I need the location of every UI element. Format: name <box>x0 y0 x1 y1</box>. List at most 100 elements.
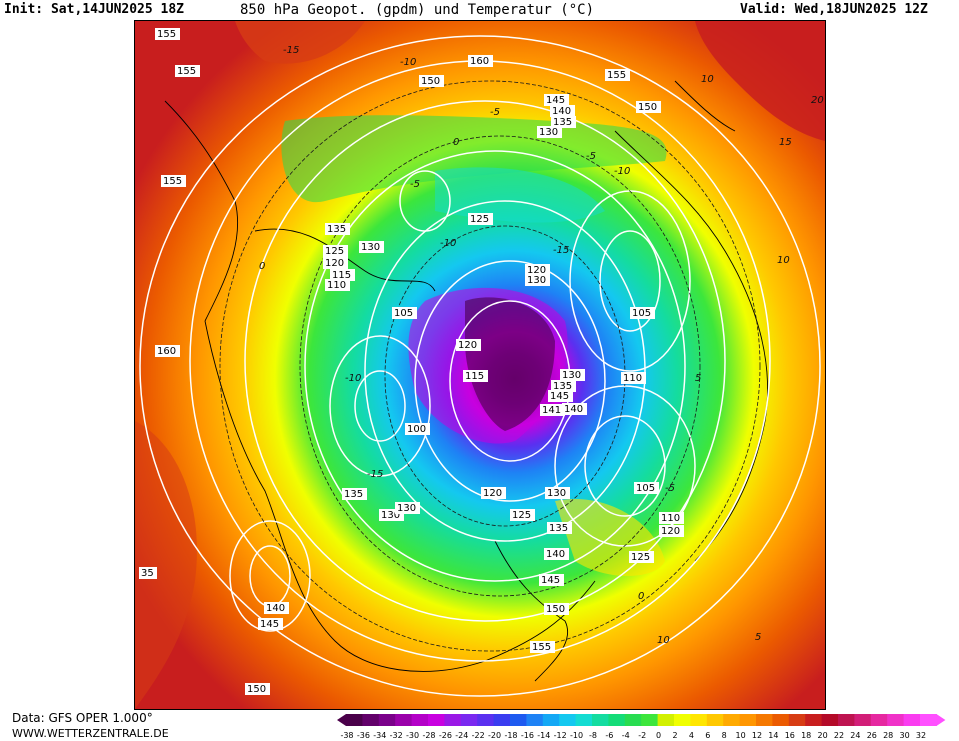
scale-tick-label: 24 <box>850 731 860 740</box>
scale-tick-label: 20 <box>818 731 828 740</box>
scale-arrow-right <box>936 714 946 726</box>
contour-label: 130 <box>539 127 558 138</box>
contour-label-bg <box>621 372 646 384</box>
contour-label: 130 <box>381 510 400 521</box>
color-swatch <box>542 714 560 726</box>
color-swatch <box>395 714 413 726</box>
scale-tick-label: -26 <box>439 731 452 740</box>
contour-label-bg <box>545 487 570 499</box>
contour-label-bg <box>325 223 350 235</box>
contour-label-bg <box>539 574 564 586</box>
contour-label-bg <box>537 126 562 138</box>
contour-label: 145 <box>550 391 569 402</box>
contour-label-bg <box>659 525 684 537</box>
contour-label-bg <box>392 307 417 319</box>
contour-label: 130 <box>562 370 581 381</box>
temperature-label: -15 <box>553 245 569 256</box>
contour-label: 110 <box>623 373 642 384</box>
color-swatch <box>526 714 544 726</box>
temperature-label: -5 <box>586 151 596 162</box>
coastlines <box>164 80 768 682</box>
color-swatch <box>723 714 741 726</box>
color-swatch <box>592 714 609 726</box>
contour-label-bg <box>325 279 350 291</box>
scale-tick-label: -36 <box>357 731 370 740</box>
contour-label-bg <box>530 641 555 653</box>
color-swatch <box>870 714 888 726</box>
contour-label-bg <box>161 175 186 187</box>
scale-tick-label: -28 <box>422 731 435 740</box>
color-scale-legend: -38 -36 -34 -32 -30 -28 -26 -24 -22 -20 -18 -16 -14-… <box>337 714 946 740</box>
temperature-labels: -15 -10 -5 0 10 15 20 -5 -10 -15 -10 -5 0 5 10 -10 -15 -5… <box>259 45 824 646</box>
temperature-label: -15 <box>283 45 299 56</box>
scale-tick-label: -4 <box>622 731 630 740</box>
contour-label-bg <box>550 105 575 117</box>
color-swatch <box>411 714 429 726</box>
contour-label: 120 <box>527 265 546 276</box>
weather-map-canvas: 1551551551601501551451401351301501551251… <box>135 21 825 709</box>
contour-label-bg <box>560 369 585 381</box>
scale-tick-label: -2 <box>638 731 646 740</box>
warm-region-w <box>135 421 197 709</box>
temperature-label: 20 <box>811 95 824 106</box>
color-swatch <box>903 714 921 726</box>
scale-tick-label: 28 <box>883 731 893 740</box>
color-swatch <box>674 714 691 726</box>
color-swatch <box>739 714 757 726</box>
contour-label: 155 <box>157 29 176 40</box>
temperature-label: -10 <box>614 166 630 177</box>
contour-label: 35 <box>141 568 154 579</box>
color-swatch <box>444 714 462 726</box>
color-scale-ticks: -38 -36 -34 -32 -30 -28 -26 -24 -22 -20 -18 -16 -14-… <box>340 731 926 740</box>
color-swatch <box>575 714 593 726</box>
color-swatch <box>559 714 577 726</box>
contour-label: 120 <box>458 340 477 351</box>
init-time: Init: Sat,14JUN2025 18Z <box>4 2 185 17</box>
contour-label: 105 <box>632 308 651 319</box>
contour-label: 110 <box>661 513 680 524</box>
contour-label: 160 <box>157 346 176 357</box>
contour-label-bg <box>456 339 481 351</box>
temperature-label: -10 <box>440 238 456 249</box>
scale-tick-label: -10 <box>570 731 583 740</box>
color-swatch <box>756 714 773 726</box>
color-swatch <box>346 714 363 726</box>
contour-label-bg <box>548 390 573 402</box>
temperature-label: 10 <box>701 74 714 85</box>
contour-label-bg <box>468 213 493 225</box>
scale-tick-label: 22 <box>834 731 844 740</box>
color-swatch <box>362 714 380 726</box>
color-swatch <box>657 714 675 726</box>
contour-label-bg <box>481 487 506 499</box>
warm-region-n <box>235 21 365 64</box>
scale-tick-label: -30 <box>406 731 419 740</box>
contour-label-bg <box>258 618 283 630</box>
scale-tick-label: -8 <box>589 731 597 740</box>
contour-label-bg <box>330 269 355 281</box>
scale-tick-label: -22 <box>472 731 485 740</box>
contour-label: 125 <box>470 214 489 225</box>
scale-tick-label: 12 <box>752 731 762 740</box>
scale-tick-label: 30 <box>900 731 910 740</box>
contour-label: 115 <box>332 270 351 281</box>
contour-label: 135 <box>553 381 572 392</box>
contour-label: 130 <box>547 488 566 499</box>
temperature-label: -5 <box>410 179 420 190</box>
scale-tick-label: -20 <box>488 731 501 740</box>
contour-label-bg <box>323 245 348 257</box>
contour-label: 120 <box>483 488 502 499</box>
website-link[interactable]: WWW.WETTERZENTRALE.DE <box>12 727 169 740</box>
scale-tick-label: -14 <box>537 731 550 740</box>
temperature-label: 15 <box>779 137 792 148</box>
temperature-label: 5 <box>695 373 701 384</box>
contour-label: 130 <box>361 242 380 253</box>
green-band-n <box>281 115 667 203</box>
contour-label: 140 <box>546 549 565 560</box>
cyan-band <box>435 167 605 223</box>
contour-label-bg <box>510 509 535 521</box>
color-swatch <box>772 714 790 726</box>
contour-label: 130 <box>527 275 546 286</box>
contour-label-bg <box>359 241 384 253</box>
temperature-label: 10 <box>657 635 670 646</box>
contour-label-bg <box>525 264 550 276</box>
